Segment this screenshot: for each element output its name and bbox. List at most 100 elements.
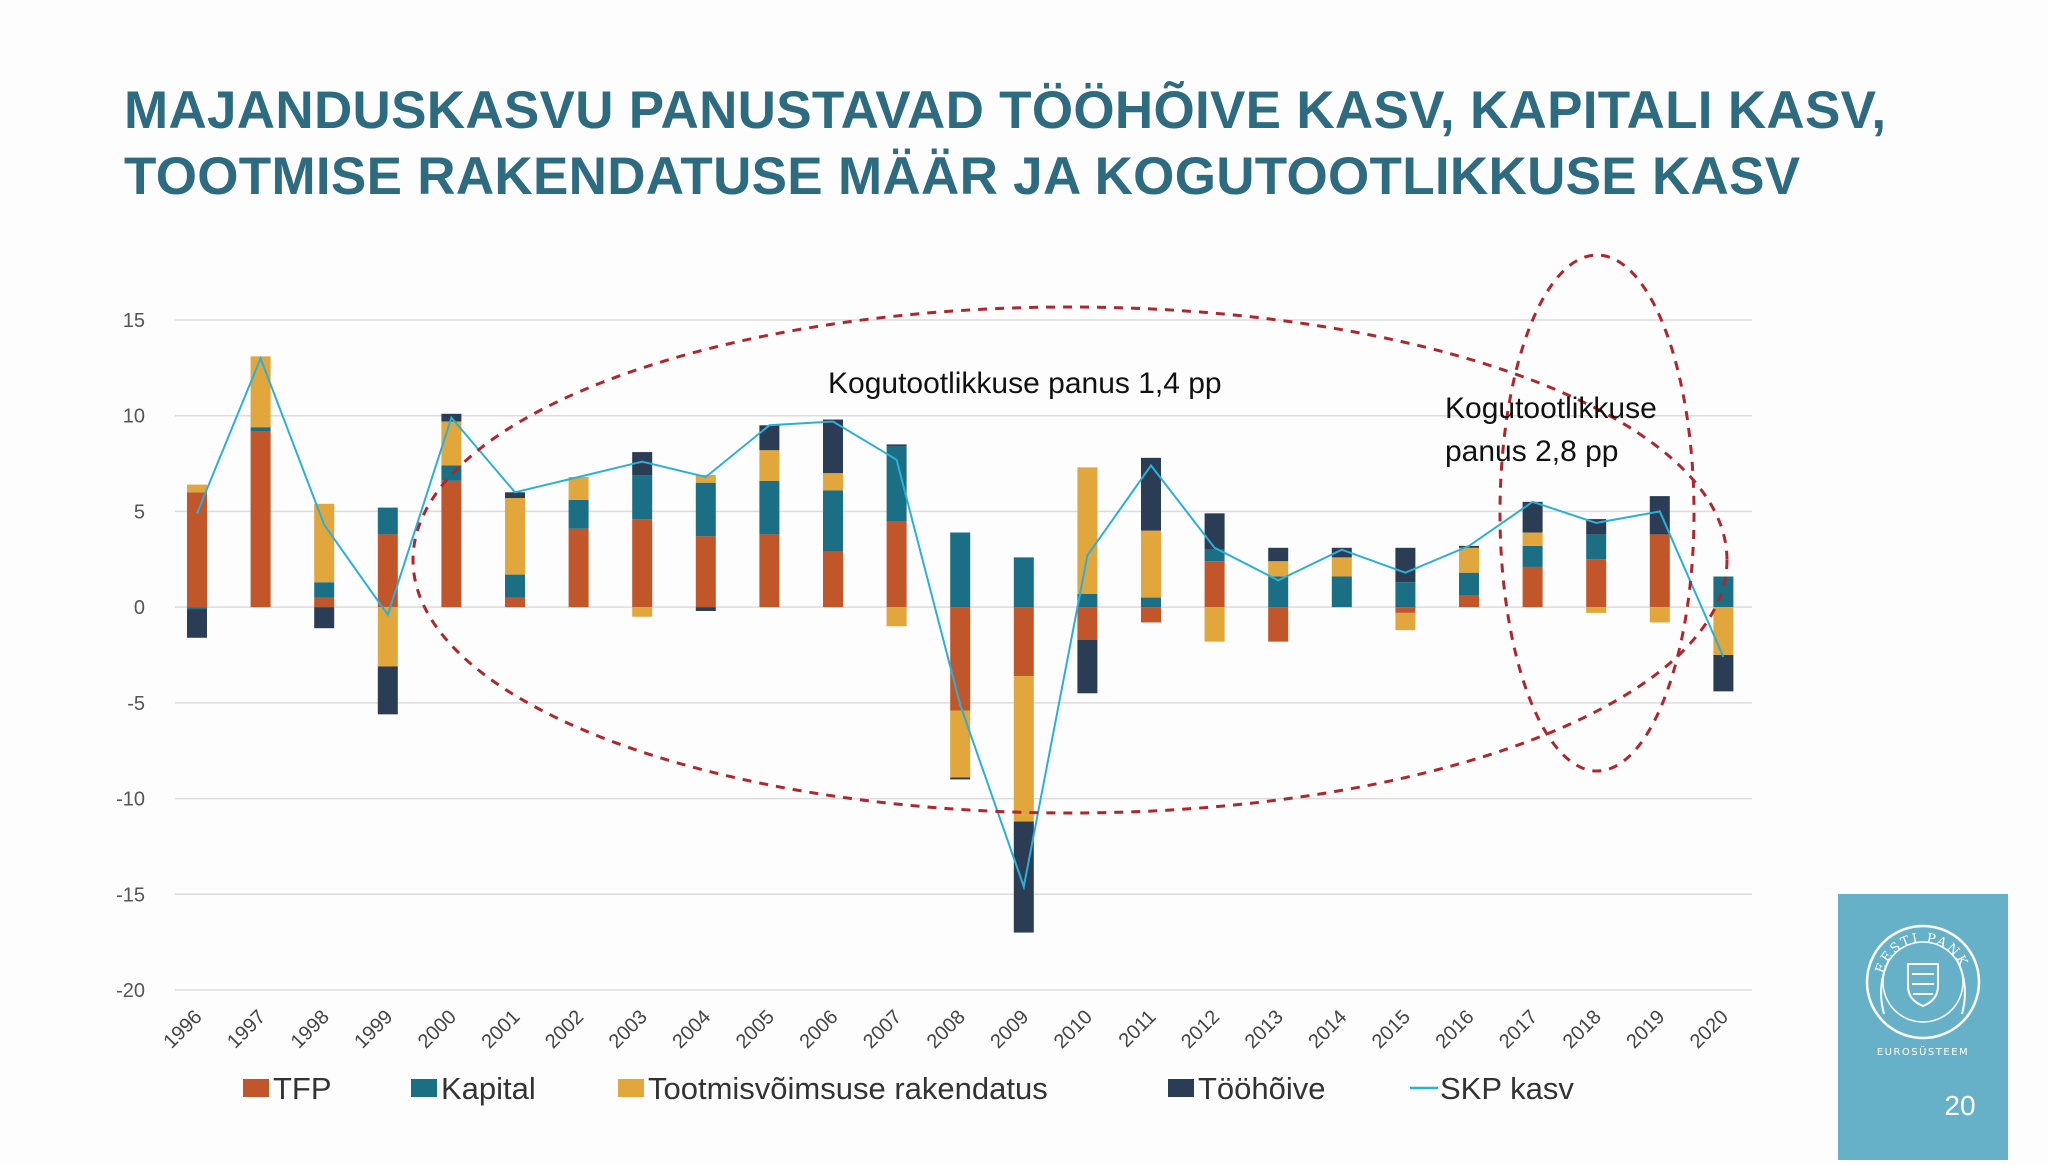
bar-tööhõive-1998 [314, 607, 335, 629]
x-tick-label-2001: 2001 [478, 1006, 525, 1053]
bar-tootmisvõimsuse-rakendatus-2011 [1141, 530, 1161, 598]
bar-kapital-1997 [250, 427, 271, 432]
legend: TFP Kapital Tootmisvõimsuse rakendatus Tööh… [243, 1071, 1574, 1106]
bar-tööhõive-2012 [1204, 513, 1225, 550]
x-tick-label-2009: 2009 [986, 1006, 1033, 1053]
bar-kapital-2009 [1013, 557, 1034, 608]
bar-tfp-2010 [1077, 607, 1098, 640]
y-tick-label: 10 [123, 406, 145, 428]
grid-lines [175, 319, 1752, 991]
bar-kapital-1998 [314, 582, 335, 598]
x-tick-label-2007: 2007 [859, 1006, 906, 1053]
bar-kapital-2016 [1459, 572, 1479, 596]
bar-tööhõive-1999 [377, 666, 398, 715]
bar-tfp-2000 [441, 480, 462, 608]
x-tick-label-2006: 2006 [796, 1006, 843, 1053]
bars [187, 356, 1734, 933]
bar-tfp-2017 [1522, 566, 1543, 608]
bar-tööhõive-2008 [950, 777, 971, 780]
bar-tfp-2005 [759, 534, 780, 608]
bar-tootmisvõimsuse-rakendatus-1999 [377, 607, 398, 667]
x-tick-label-1998: 1998 [287, 1006, 334, 1053]
x-tick-label-2005: 2005 [732, 1006, 779, 1053]
bar-tootmisvõimsuse-rakendatus-2016 [1459, 547, 1479, 573]
legend-swatch-1 [411, 1079, 437, 1097]
y-tick-label: -15 [116, 884, 145, 906]
skp-line [196, 355, 1725, 891]
bar-tootmisvõimsuse-rakendatus-2010 [1077, 467, 1098, 594]
bar-kapital-1996 [187, 607, 207, 610]
bar-tfp-2012 [1204, 561, 1225, 608]
x-tick-label-2015: 2015 [1368, 1006, 1415, 1053]
bar-tootmisvõimsuse-rakendatus-2005 [759, 450, 780, 481]
x-tick-label-2013: 2013 [1241, 1006, 1288, 1053]
y-tick-label: 5 [134, 501, 145, 523]
bar-tööhõive-2013 [1268, 547, 1289, 562]
bar-tootmisvõimsuse-rakendatus-2009 [1013, 676, 1034, 822]
bar-tööhõive-2001 [505, 492, 525, 499]
x-tick-label-1996: 1996 [160, 1006, 207, 1053]
bar-tootmisvõimsuse-rakendatus-1997 [250, 356, 271, 428]
bar-kapital-2013 [1268, 576, 1289, 608]
bar-tööhõive-2014 [1331, 547, 1352, 558]
bar-tootmisvõimsuse-rakendatus-2002 [568, 476, 589, 500]
legend-swatch-0 [243, 1079, 269, 1097]
bar-tööhõive-2003 [632, 452, 653, 476]
bar-kapital-2001 [505, 574, 525, 598]
bar-tfp-2002 [568, 528, 589, 608]
bar-tööhõive-1996 [187, 609, 207, 638]
bar-tööhõive-2017 [1522, 501, 1543, 533]
bar-kapital-2002 [568, 499, 589, 529]
bar-kapital-2015 [1395, 582, 1416, 608]
legend-label-0: TFP [273, 1071, 332, 1106]
bar-tööhõive-2020 [1713, 655, 1734, 692]
bar-tootmisvõimsuse-rakendatus-2007 [886, 607, 907, 627]
bar-tfp-2016 [1459, 595, 1479, 608]
bar-tfp-2007 [886, 521, 907, 608]
x-tick-label-2014: 2014 [1304, 1006, 1351, 1053]
slide-title-line-2: TOOTMISE RAKENDATUSE MÄÄR JA KOGUTOOTLIK… [124, 147, 1801, 206]
bar-tootmisvõimsuse-rakendatus-2019 [1649, 607, 1670, 623]
x-tick-label-2016: 2016 [1432, 1006, 1479, 1053]
annotation-ovals [411, 253, 1729, 815]
bar-tööhõive-2004 [695, 607, 716, 611]
x-tick-label-2018: 2018 [1559, 1006, 1606, 1053]
bar-tfp-1997 [250, 431, 271, 608]
legend-label-1: Kapital [441, 1071, 536, 1106]
bar-tootmisvõimsuse-rakendatus-2015 [1395, 612, 1416, 631]
bar-tootmisvõimsuse-rakendatus-2004 [695, 475, 716, 483]
bar-tootmisvõimsuse-rakendatus-2017 [1522, 532, 1543, 546]
y-tick-label: -20 [116, 980, 145, 1002]
x-tick-label-2002: 2002 [541, 1006, 588, 1053]
bar-kapital-1999 [377, 507, 398, 535]
bar-tfp-2001 [505, 597, 525, 608]
bar-kapital-2010 [1077, 593, 1098, 608]
x-tick-label-2010: 2010 [1050, 1006, 1097, 1053]
bar-tootmisvõimsuse-rakendatus-1996 [187, 484, 207, 493]
bar-tööhõive-2010 [1077, 639, 1098, 694]
legend-label-3: Tööhõive [1198, 1071, 1326, 1106]
eesti-pank-brand-panel: EESTI PANK EUROSÜSTEEM [1838, 894, 2008, 1160]
bar-tfp-2004 [695, 536, 716, 608]
x-tick-label-2012: 2012 [1177, 1006, 1224, 1053]
bar-tfp-2006 [823, 551, 843, 608]
x-tick-label-2011: 2011 [1115, 1006, 1161, 1052]
y-tick-label: -5 [127, 693, 145, 715]
page-number: 20 [1944, 1090, 1976, 1121]
annotation-kogutootlikkuse-1-4: Kogutootlikkuse panus 1,4 pp [828, 367, 1222, 400]
legend-label-4: SKP kasv [1440, 1071, 1574, 1106]
skp-kasv-line [196, 355, 1725, 891]
bar-tfp-2008 [950, 607, 971, 711]
bar-tootmisvõimsuse-rakendatus-2013 [1268, 561, 1289, 577]
slide-title-line-1: MAJANDUSKASVU PANUSTAVAD TÖÖHÕIVE KASV, … [124, 81, 1887, 140]
logo-subtext: EUROSÜSTEEM [1877, 1045, 1969, 1058]
bar-kapital-2006 [823, 490, 843, 552]
slide-title: MAJANDUSKASVU PANUSTAVAD TÖÖHÕIVE KASV, … [124, 78, 1887, 210]
x-tick-label-2020: 2020 [1686, 1006, 1733, 1053]
bar-tööhõive-2011 [1141, 457, 1161, 531]
bar-tfp-2011 [1141, 607, 1161, 623]
bar-tootmisvõimsuse-rakendatus-2006 [823, 473, 843, 491]
x-axis-ticks: 1996 1997 1998 1999 2000 2001 2002 2003 2004 2005… [160, 1006, 1733, 1053]
legend-swatch-3 [1168, 1079, 1194, 1097]
